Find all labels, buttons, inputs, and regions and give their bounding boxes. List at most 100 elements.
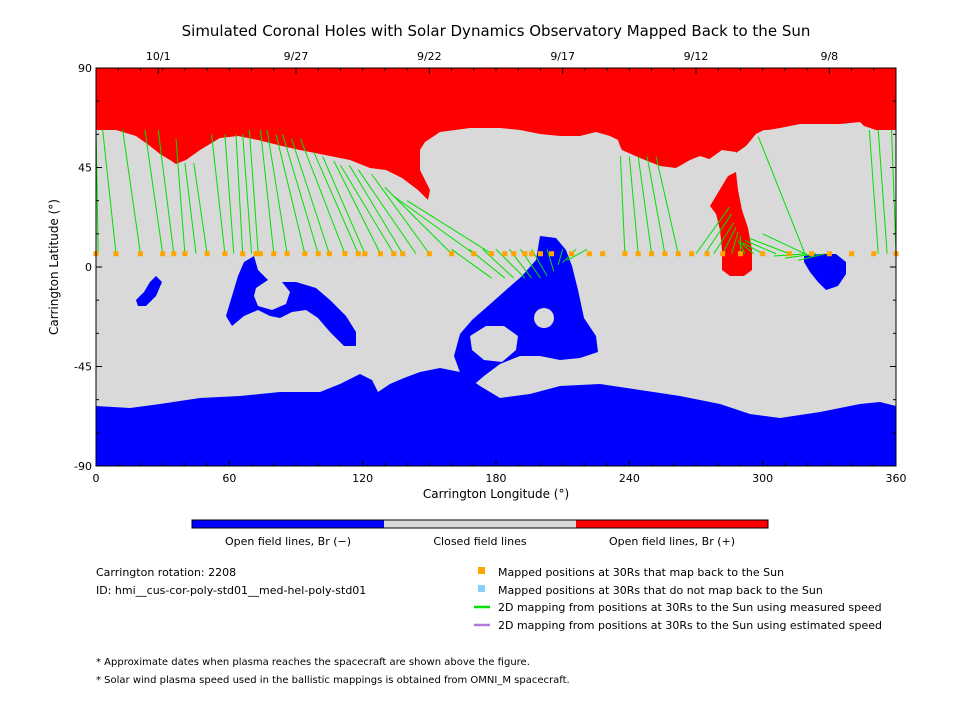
legend-unmapped: Mapped positions at 30Rs that do not map… [498,584,823,597]
field-line [248,129,259,254]
field-line [744,240,777,255]
field-line [235,134,244,254]
field-line [259,129,275,254]
mapped-point [871,251,877,257]
field-line [266,129,288,254]
negative-hole-west [226,256,356,346]
colorbar-frame [191,519,769,529]
field-line [333,160,381,254]
field-line [184,163,197,254]
field-line [531,249,548,277]
y-tick-label: -90 [74,460,92,473]
negative-hole-east [804,254,846,290]
mapped-point [569,251,575,257]
date-axis: 10/1 9/27 9/22 9/17 9/12 9/8 [146,50,838,74]
field-line [406,200,492,255]
field-line [891,129,897,254]
north-positive-polarity-region [96,68,896,200]
mapped-point [586,251,592,257]
mapped-point [689,251,695,257]
mapped-point [675,251,681,257]
mapped-point [391,251,397,257]
field-line [737,240,746,254]
mapped-point [522,251,528,257]
field-line [175,138,186,254]
field-line [371,173,430,255]
mapped-point [400,251,406,257]
y-axis: 90 45 0 -45 -90 [74,62,896,473]
field-line [291,138,330,254]
field-line [628,156,639,254]
closed-island-central [470,326,518,362]
chart-title: Simulated Coronal Holes with Solar Dynam… [182,22,811,40]
field-line [193,163,208,254]
mapped-point [635,251,641,257]
x-tick-label: 360 [886,472,907,485]
mapped-point [826,251,832,257]
mapped-point [489,251,495,257]
colorbar-label: Open field lines, Br (+) [609,535,735,548]
field-line [275,134,306,254]
colorbar: Open field lines, Br (−) Closed field lin… [191,519,769,548]
y-tick-label: -45 [74,361,92,374]
field-line [798,253,826,261]
x-tick-label: 300 [752,472,773,485]
mapped-point [160,251,166,257]
field-line [619,156,626,254]
date-tick-label: 9/17 [550,50,575,63]
mapped-point [737,251,743,257]
mapped-point [809,251,815,257]
field-lines [95,129,897,279]
field-line [695,207,730,255]
date-tick-label: 10/1 [146,50,171,63]
y-tick-label: 90 [78,62,92,75]
mapped-point [622,251,628,257]
mapped-point [537,251,543,257]
colorbar-segment [192,520,384,528]
field-line [282,134,319,254]
field-line [495,248,526,279]
field-line [655,156,679,254]
field-line [757,136,806,254]
mapped-point [271,251,277,257]
mapped-point [704,251,710,257]
field-line [762,233,806,255]
south-negative-polarity-region [96,368,896,466]
x-tick-label: 120 [352,472,373,485]
mapped-point [326,251,332,257]
mapped-points [93,251,899,257]
mapped-point [600,251,606,257]
field-line [299,138,346,254]
note-dates: * Approximate dates when plasma reaches … [96,657,530,668]
field-line [348,165,404,254]
mapped-point [662,251,668,257]
field-line [749,237,790,255]
x-tick-label: 0 [93,472,100,485]
closed-island-small [534,308,554,328]
legend-mapped-swatch [478,567,485,574]
field-line [731,231,739,254]
field-line [393,195,475,255]
y-tick-label: 45 [78,162,92,175]
field-line [313,151,359,254]
field-line [482,248,515,279]
x-axis: 0 60 120 180 240 300 360 [93,68,907,485]
mapped-point [137,251,143,257]
field-line [357,169,417,255]
legend-mapped: Mapped positions at 30Rs that map back t… [498,566,784,579]
field-line [704,213,732,255]
field-line [144,129,164,254]
id-text: ID: hmi__cus-cor-poly-std01__med-hel-pol… [96,584,366,597]
mapped-point [240,251,246,257]
x-axis-label: Carrington Longitude (°) [423,487,569,501]
y-axis-label: Carrington Latitude (°) [47,199,61,335]
field-line [877,129,888,254]
mapped-point [786,251,792,257]
x-tick-label: 240 [619,472,640,485]
legend-measured: 2D mapping from positions at 30Rs to the… [498,601,882,614]
mapped-point [182,251,188,257]
colorbar-segment [576,520,768,528]
legend: Mapped positions at 30Rs that map back t… [474,566,882,632]
colorbar-label: Closed field lines [433,535,527,548]
field-line [546,249,555,272]
